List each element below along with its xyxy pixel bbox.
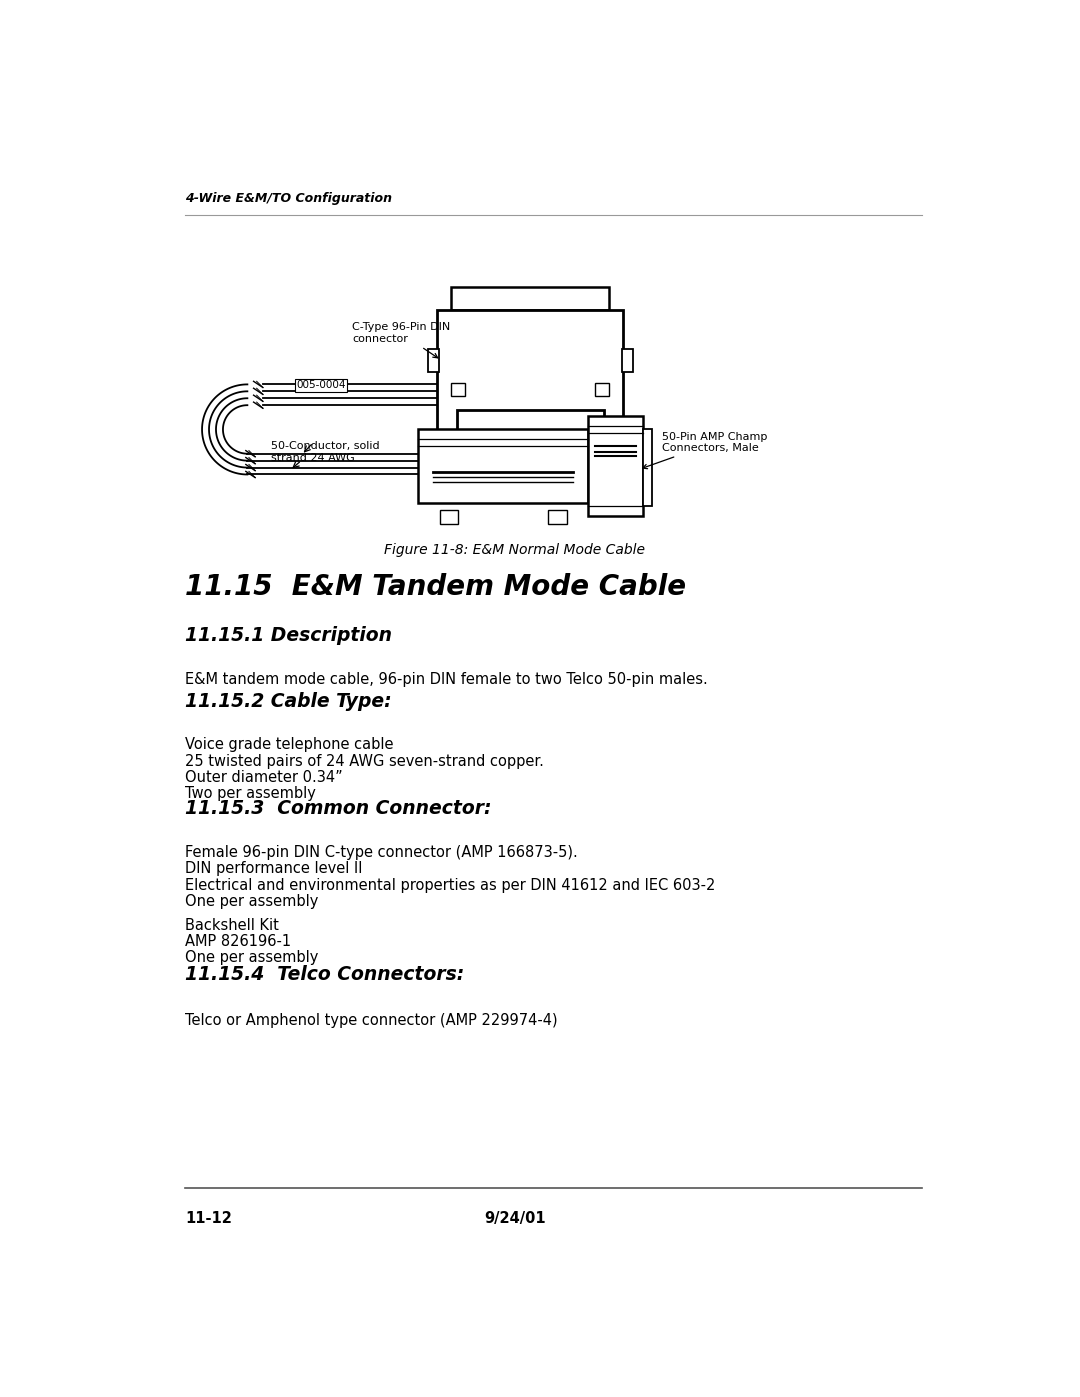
Text: Two per assembly: Two per assembly <box>186 787 316 800</box>
Text: 9/24/01: 9/24/01 <box>484 1211 545 1227</box>
Bar <box>440 510 458 524</box>
Text: C-Type 96-Pin DIN
connector: C-Type 96-Pin DIN connector <box>352 323 450 358</box>
Text: E&M tandem mode cable, 96-pin DIN female to two Telco 50-pin males.: E&M tandem mode cable, 96-pin DIN female… <box>186 672 708 687</box>
Text: Figure 11-8: E&M Normal Mode Cable: Figure 11-8: E&M Normal Mode Cable <box>384 543 645 557</box>
Text: Telco or Amphenol type connector (AMP 229974-4): Telco or Amphenol type connector (AMP 22… <box>186 1013 558 1028</box>
Text: 11.15.2 Cable Type:: 11.15.2 Cable Type: <box>186 692 392 711</box>
Text: 50-Conductor, solid
strand 24 AWG: 50-Conductor, solid strand 24 AWG <box>271 441 379 462</box>
Text: DIN performance level II: DIN performance level II <box>186 862 363 876</box>
Text: 4-Wire E&M/TO Configuration: 4-Wire E&M/TO Configuration <box>186 193 392 205</box>
Text: 11.15.3  Common Connector:: 11.15.3 Common Connector: <box>186 799 491 819</box>
Bar <box>548 510 567 524</box>
Bar <box>451 286 609 310</box>
Bar <box>595 383 609 395</box>
Text: 11.15.4  Telco Connectors:: 11.15.4 Telco Connectors: <box>186 965 464 983</box>
Text: 25 twisted pairs of 24 AWG seven-strand copper.: 25 twisted pairs of 24 AWG seven-strand … <box>186 753 544 768</box>
Bar <box>457 411 604 448</box>
Text: 11-12: 11-12 <box>186 1211 232 1227</box>
Text: Outer diameter 0.34”: Outer diameter 0.34” <box>186 770 343 785</box>
Text: Female 96-pin DIN C-type connector (AMP 166873-5).: Female 96-pin DIN C-type connector (AMP … <box>186 845 578 861</box>
Text: Electrical and environmental properties as per DIN 41612 and IEC 603-2: Electrical and environmental properties … <box>186 877 716 893</box>
Text: Voice grade telephone cable: Voice grade telephone cable <box>186 738 394 753</box>
Bar <box>589 415 643 517</box>
Text: One per assembly: One per assembly <box>186 950 319 965</box>
Text: AMP 826196-1: AMP 826196-1 <box>186 933 292 949</box>
Bar <box>437 310 623 448</box>
Bar <box>418 429 589 503</box>
Bar <box>428 349 438 372</box>
Text: 005-0004: 005-0004 <box>296 380 346 390</box>
Text: 50-Pin AMP Champ
Connectors, Male: 50-Pin AMP Champ Connectors, Male <box>643 432 768 468</box>
Text: One per assembly: One per assembly <box>186 894 319 909</box>
Bar <box>451 383 465 395</box>
Text: 11.15  E&M Tandem Mode Cable: 11.15 E&M Tandem Mode Cable <box>186 573 687 601</box>
Bar <box>622 349 633 372</box>
Bar <box>643 429 652 506</box>
Text: Backshell Kit: Backshell Kit <box>186 918 280 933</box>
Text: 11.15.1 Description: 11.15.1 Description <box>186 626 392 645</box>
